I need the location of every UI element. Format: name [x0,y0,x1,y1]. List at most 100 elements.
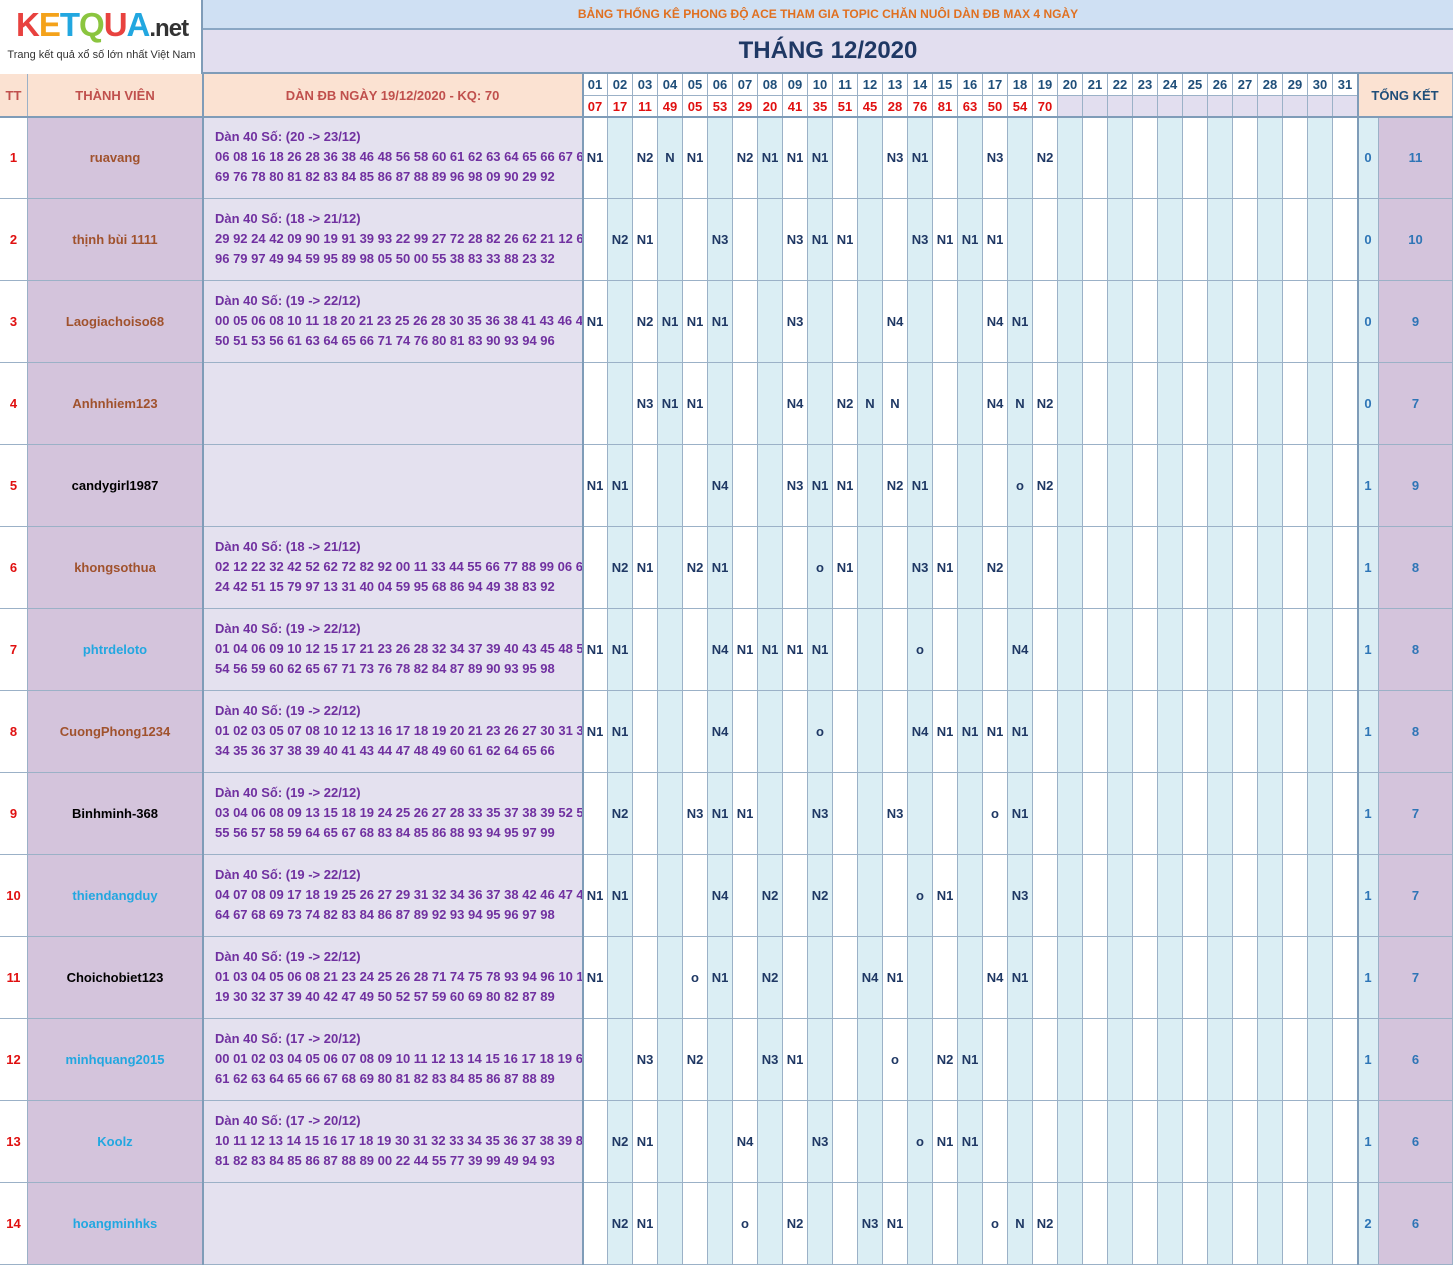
day-mark: N1 [808,609,833,691]
member-name[interactable]: Koolz [28,1101,203,1183]
day-mark [583,1019,608,1101]
day-mark [783,937,808,1019]
member-name[interactable]: hoangminhks [28,1183,203,1265]
day-mark [1208,117,1233,199]
row-number: 6 [0,527,28,609]
day-mark [1008,199,1033,281]
day-mark [1158,199,1183,281]
day-mark [1333,691,1358,773]
day-mark [1333,445,1358,527]
member-name[interactable]: minhquang2015 [28,1019,203,1101]
day-mark: N1 [633,1183,658,1265]
day-mark [1083,1183,1108,1265]
day-mark [758,691,783,773]
result-cell: 17 [608,96,633,117]
row-number: 13 [0,1101,28,1183]
day-mark: N1 [708,281,733,363]
day-mark [1333,855,1358,937]
day-mark [1158,527,1183,609]
day-mark [1058,937,1083,1019]
day-mark: N1 [583,937,608,1019]
day-header: 13 [883,74,908,96]
day-mark: N1 [733,773,758,855]
member-name[interactable]: khongsothua [28,527,203,609]
logo-wordmark: KETQUA.net [16,6,189,44]
day-mark [808,1183,833,1265]
day-mark: N4 [883,281,908,363]
summary-total: 7 [1379,937,1453,1019]
member-name[interactable]: thịnh bùi 1111 [28,199,203,281]
day-mark [1233,1019,1258,1101]
day-mark [1058,691,1083,773]
day-mark: N2 [733,117,758,199]
day-mark [908,1183,933,1265]
day-mark: N3 [883,773,908,855]
day-mark [1208,445,1233,527]
day-mark [1033,1101,1058,1183]
summary-count: 1 [1358,773,1379,855]
row-number: 9 [0,773,28,855]
day-mark: N1 [658,281,683,363]
summary-count: 1 [1358,855,1379,937]
day-mark: o [908,609,933,691]
day-mark [1283,609,1308,691]
day-mark: N3 [808,773,833,855]
day-mark: N2 [1033,117,1058,199]
member-name[interactable]: thiendangduy [28,855,203,937]
dan-line2: 61 62 63 64 65 66 67 68 69 80 81 82 83 8… [215,1071,555,1086]
summary-count: 0 [1358,117,1379,199]
day-mark [1308,1101,1333,1183]
day-mark [1033,199,1058,281]
day-mark [1258,937,1283,1019]
day-mark [1183,773,1208,855]
day-mark [1283,855,1308,937]
day-mark [1083,281,1108,363]
day-mark: o [983,1183,1008,1265]
summary-total: 7 [1379,773,1453,855]
member-name[interactable]: ruavang [28,117,203,199]
day-mark: N2 [608,1183,633,1265]
day-mark [958,1183,983,1265]
result-cell [1083,96,1108,117]
day-mark: N1 [833,445,858,527]
dan-title: Dàn 40 Số: (17 -> 20/12) [215,1031,361,1046]
day-mark: N2 [608,1101,633,1183]
day-mark: o [983,773,1008,855]
member-name[interactable]: candygirl1987 [28,445,203,527]
member-name[interactable]: phtrdeloto [28,609,203,691]
day-mark: N1 [633,1101,658,1183]
day-mark: N1 [708,527,733,609]
ketqua-logo[interactable]: KETQUA.net Trang kết quả xổ số lớn nhất … [0,0,203,74]
day-mark [1058,773,1083,855]
row-number: 11 [0,937,28,1019]
day-mark: N3 [808,1101,833,1183]
result-cell [1058,96,1083,117]
day-mark [833,773,858,855]
day-mark: N1 [1008,281,1033,363]
summary-total: 7 [1379,855,1453,937]
day-mark: N4 [908,691,933,773]
day-mark [1283,937,1308,1019]
member-name[interactable]: Anhnhiem123 [28,363,203,445]
member-name[interactable]: Choichobiet123 [28,937,203,1019]
day-mark [1133,691,1158,773]
member-name[interactable]: Binhminh-368 [28,773,203,855]
member-name[interactable]: Laogiachoiso68 [28,281,203,363]
day-mark [708,117,733,199]
day-mark [1333,609,1358,691]
day-mark [1108,855,1133,937]
day-mark [1283,199,1308,281]
header-dan: DÀN ĐB NGÀY 19/12/2020 - KQ: 70 [203,74,583,117]
member-name[interactable]: CuongPhong1234 [28,691,203,773]
day-mark [1258,1101,1283,1183]
day-mark: N4 [708,691,733,773]
day-mark: N1 [708,937,733,1019]
row-number: 14 [0,1183,28,1265]
day-mark: N [883,363,908,445]
day-mark [1308,1183,1333,1265]
day-mark [683,691,708,773]
day-header: 16 [958,74,983,96]
day-mark [708,363,733,445]
result-cell: 49 [658,96,683,117]
dan-numbers: Dàn 40 Số: (19 -> 22/12) 01 03 04 05 06 0… [203,937,583,1019]
